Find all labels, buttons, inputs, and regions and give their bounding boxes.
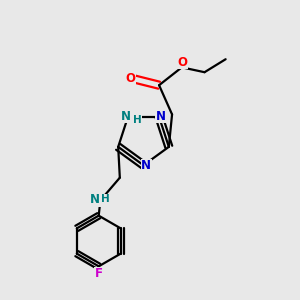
Text: F: F: [95, 267, 103, 280]
Text: N: N: [141, 159, 151, 172]
Text: O: O: [125, 72, 136, 85]
Text: N: N: [156, 110, 166, 123]
Text: H: H: [101, 194, 110, 204]
Text: H: H: [133, 115, 141, 125]
Text: N: N: [90, 193, 100, 206]
Text: O: O: [178, 56, 188, 69]
Text: N: N: [121, 110, 131, 123]
